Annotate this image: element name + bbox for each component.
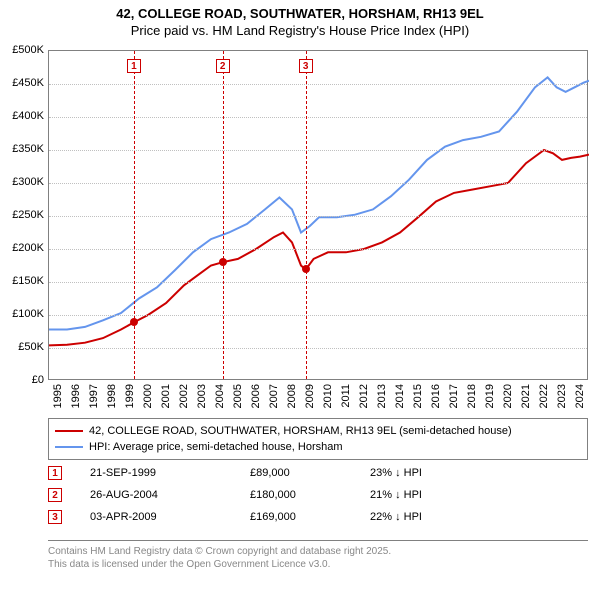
title-line-2: Price paid vs. HM Land Registry's House … <box>0 23 600 40</box>
legend-item-property: 42, COLLEGE ROAD, SOUTHWATER, HORSHAM, R… <box>55 423 581 439</box>
gridline-h <box>49 117 587 118</box>
gridline-h <box>49 348 587 349</box>
sales-table: 1 21-SEP-1999 £89,000 23% ↓ HPI 2 26-AUG… <box>48 462 588 528</box>
sale-marker-box: 3 <box>299 59 313 73</box>
sales-price-3: £169,000 <box>250 511 370 523</box>
x-tick-label: 1998 <box>106 384 118 408</box>
x-tick-label: 1997 <box>88 384 100 408</box>
series-line-property <box>49 150 589 345</box>
chart-container: 42, COLLEGE ROAD, SOUTHWATER, HORSHAM, R… <box>0 0 600 590</box>
sale-dot <box>302 265 310 273</box>
x-tick-label: 2022 <box>538 384 550 408</box>
sales-index-2: 2 <box>48 488 62 502</box>
y-tick-label: £300K <box>12 176 44 188</box>
y-tick-label: £250K <box>12 209 44 221</box>
footer-line-2: This data is licensed under the Open Gov… <box>48 558 588 571</box>
sales-date-3: 03-APR-2009 <box>90 511 250 523</box>
sale-vline <box>134 51 135 379</box>
sales-delta-1: 23% ↓ HPI <box>370 467 490 479</box>
gridline-h <box>49 216 587 217</box>
x-tick-label: 2017 <box>448 384 460 408</box>
x-tick-label: 2011 <box>340 384 352 408</box>
legend-item-hpi: HPI: Average price, semi-detached house,… <box>55 439 581 455</box>
x-tick-label: 2010 <box>322 384 334 408</box>
x-tick-label: 1995 <box>52 384 64 408</box>
y-tick-label: £100K <box>12 308 44 320</box>
gridline-h <box>49 150 587 151</box>
sales-price-1: £89,000 <box>250 467 370 479</box>
sales-row-1: 1 21-SEP-1999 £89,000 23% ↓ HPI <box>48 462 588 484</box>
x-tick-label: 2014 <box>394 384 406 408</box>
x-tick-label: 2008 <box>286 384 298 408</box>
x-tick-label: 2003 <box>196 384 208 408</box>
sale-dot <box>219 258 227 266</box>
sale-marker-box: 1 <box>127 59 141 73</box>
x-tick-label: 2012 <box>358 384 370 408</box>
plot-area: 1 2 3 <box>48 50 588 380</box>
title-line-1: 42, COLLEGE ROAD, SOUTHWATER, HORSHAM, R… <box>0 6 600 23</box>
y-tick-label: £0 <box>32 374 44 386</box>
x-tick-label: 2020 <box>502 384 514 408</box>
y-tick-label: £50K <box>18 341 44 353</box>
y-tick-label: £450K <box>12 77 44 89</box>
x-tick-label: 1999 <box>124 384 136 408</box>
y-tick-label: £500K <box>12 44 44 56</box>
x-tick-label: 2006 <box>250 384 262 408</box>
gridline-h <box>49 183 587 184</box>
sale-vline <box>306 51 307 379</box>
legend-swatch-hpi <box>55 446 83 448</box>
sales-index-1: 1 <box>48 466 62 480</box>
legend-label-property: 42, COLLEGE ROAD, SOUTHWATER, HORSHAM, R… <box>89 425 512 437</box>
y-tick-label: £200K <box>12 242 44 254</box>
x-tick-label: 1996 <box>70 384 82 408</box>
gridline-h <box>49 282 587 283</box>
gridline-h <box>49 315 587 316</box>
sale-dot <box>130 318 138 326</box>
x-tick-label: 2007 <box>268 384 280 408</box>
sales-price-2: £180,000 <box>250 489 370 501</box>
x-tick-label: 2013 <box>376 384 388 408</box>
x-tick-label: 2021 <box>520 384 532 408</box>
x-tick-label: 2024 <box>574 384 586 408</box>
gridline-h <box>49 84 587 85</box>
gridline-h <box>49 249 587 250</box>
sales-index-3: 3 <box>48 510 62 524</box>
sales-delta-3: 22% ↓ HPI <box>370 511 490 523</box>
x-tick-label: 2018 <box>466 384 478 408</box>
y-tick-label: £350K <box>12 143 44 155</box>
x-tick-label: 2023 <box>556 384 568 408</box>
x-tick-label: 2004 <box>214 384 226 408</box>
series-line-hpi <box>49 77 589 329</box>
y-tick-label: £400K <box>12 110 44 122</box>
sale-vline <box>223 51 224 379</box>
sale-marker-box: 2 <box>216 59 230 73</box>
y-tick-label: £150K <box>12 275 44 287</box>
sales-row-2: 2 26-AUG-2004 £180,000 21% ↓ HPI <box>48 484 588 506</box>
legend-swatch-property <box>55 430 83 432</box>
footer-line-1: Contains HM Land Registry data © Crown c… <box>48 545 588 558</box>
x-tick-label: 2009 <box>304 384 316 408</box>
x-tick-label: 2019 <box>484 384 496 408</box>
sales-date-2: 26-AUG-2004 <box>90 489 250 501</box>
legend: 42, COLLEGE ROAD, SOUTHWATER, HORSHAM, R… <box>48 418 588 460</box>
x-tick-label: 2000 <box>142 384 154 408</box>
x-tick-label: 2005 <box>232 384 244 408</box>
footer: Contains HM Land Registry data © Crown c… <box>48 540 588 571</box>
x-tick-label: 2016 <box>430 384 442 408</box>
x-tick-label: 2002 <box>178 384 190 408</box>
x-tick-label: 2015 <box>412 384 424 408</box>
legend-label-hpi: HPI: Average price, semi-detached house,… <box>89 441 343 453</box>
title-block: 42, COLLEGE ROAD, SOUTHWATER, HORSHAM, R… <box>0 0 600 40</box>
sales-row-3: 3 03-APR-2009 £169,000 22% ↓ HPI <box>48 506 588 528</box>
x-tick-label: 2001 <box>160 384 172 408</box>
sales-date-1: 21-SEP-1999 <box>90 467 250 479</box>
sales-delta-2: 21% ↓ HPI <box>370 489 490 501</box>
